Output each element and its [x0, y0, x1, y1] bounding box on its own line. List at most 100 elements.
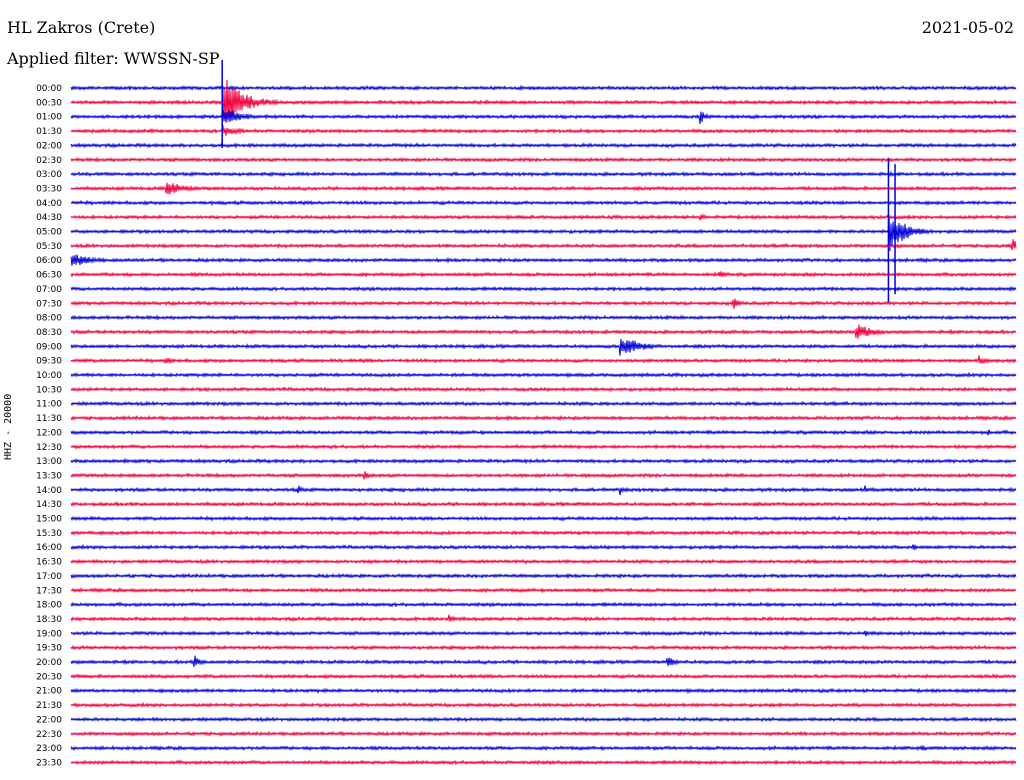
- time-label-04-00: 04:00: [36, 199, 62, 209]
- time-label-08-30: 08:30: [36, 328, 62, 338]
- time-label-15-00: 15:00: [36, 515, 62, 525]
- time-label-06-30: 06:30: [36, 271, 62, 281]
- trace-01-00: [70, 109, 1017, 125]
- time-label-16-30: 16:30: [36, 558, 62, 568]
- trace-04-30: [70, 213, 1017, 221]
- trace-00-00: [70, 84, 1017, 92]
- trace-05-00: [70, 214, 1017, 252]
- trace-23-00: [70, 744, 1017, 752]
- time-label-23-30: 23:30: [36, 758, 62, 768]
- trace-19-30: [70, 644, 1017, 651]
- trace-03-00: [70, 170, 1017, 178]
- time-label-07-00: 07:00: [36, 285, 62, 295]
- trace-13-30: [70, 471, 1017, 480]
- trace-12-30: [70, 443, 1017, 450]
- trace-23-30: [70, 759, 1017, 766]
- trace-06-30: [70, 271, 1017, 278]
- time-label-17-30: 17:30: [36, 586, 62, 596]
- time-label-19-00: 19:00: [36, 629, 62, 639]
- time-label-03-00: 03:00: [36, 170, 62, 180]
- time-label-10-30: 10:30: [36, 385, 62, 395]
- time-label-15-30: 15:30: [36, 529, 62, 539]
- time-labels: 00:00 00:30 01:00 01:30 02:00 02:30 03:00 03:30…: [36, 84, 62, 768]
- time-label-01-30: 01:30: [36, 127, 62, 137]
- time-label-02-00: 02:00: [36, 141, 62, 151]
- trace-15-00: [70, 515, 1017, 522]
- time-label-09-30: 09:30: [36, 357, 62, 367]
- trace-07-00: [70, 285, 1017, 293]
- trace-21-00: [70, 687, 1017, 695]
- traces: [70, 60, 1017, 766]
- time-label-10-00: 10:00: [36, 371, 62, 381]
- time-label-18-00: 18:00: [36, 601, 62, 611]
- trace-18-00: [70, 601, 1017, 608]
- time-label-05-00: 05:00: [36, 228, 62, 238]
- trace-22-30: [70, 730, 1017, 738]
- time-label-05-30: 05:30: [36, 242, 62, 252]
- time-label-18-30: 18:30: [36, 615, 62, 625]
- trace-19-00: [70, 630, 1017, 637]
- trace-07-30: [70, 298, 1017, 309]
- filter-label: Applied filter: WWSSN-SP: [7, 49, 220, 68]
- time-label-20-00: 20:00: [36, 658, 62, 668]
- date-label: 2021-05-02: [921, 18, 1014, 37]
- time-label-12-00: 12:00: [36, 428, 62, 438]
- trace-20-30: [70, 673, 1017, 680]
- time-label-01-00: 01:00: [36, 113, 62, 123]
- time-label-22-30: 22:30: [36, 730, 62, 740]
- trace-11-00: [70, 400, 1017, 407]
- trace-03-30: [70, 182, 1017, 195]
- time-label-22-00: 22:00: [36, 715, 62, 725]
- trace-02-00: [70, 142, 1017, 149]
- trace-10-30: [70, 386, 1017, 393]
- trace-14-00: [70, 485, 1017, 496]
- trace-11-30: [70, 414, 1017, 422]
- time-label-03-30: 03:30: [36, 184, 62, 194]
- time-label-16-00: 16:00: [36, 543, 62, 553]
- station-title: HL Zakros (Crete): [7, 18, 156, 37]
- trace-08-00: [70, 314, 1017, 321]
- trace-16-30: [70, 558, 1017, 565]
- time-label-21-00: 21:00: [36, 687, 62, 697]
- trace-10-00: [70, 371, 1017, 379]
- time-label-19-30: 19:30: [36, 644, 62, 654]
- time-label-17-00: 17:00: [36, 572, 62, 582]
- time-label-12-30: 12:30: [36, 443, 62, 453]
- trace-18-30: [70, 614, 1017, 623]
- time-label-07-30: 07:30: [36, 299, 62, 309]
- time-label-21-30: 21:30: [36, 701, 62, 711]
- trace-05-30: [70, 239, 1017, 251]
- time-label-11-30: 11:30: [36, 414, 62, 424]
- trace-13-00: [70, 457, 1017, 465]
- trace-14-30: [70, 500, 1017, 508]
- trace-02-30: [70, 156, 1017, 163]
- trace-09-30: [70, 355, 1017, 365]
- time-label-08-00: 08:00: [36, 314, 62, 324]
- trace-15-30: [70, 529, 1017, 537]
- trace-09-00: [70, 338, 1017, 356]
- trace-01-30: [70, 125, 1017, 136]
- time-label-06-00: 06:00: [36, 256, 62, 266]
- trace-08-30: [70, 324, 1017, 339]
- time-label-13-00: 13:00: [36, 457, 62, 467]
- time-label-04-30: 04:30: [36, 213, 62, 223]
- trace-21-30: [70, 701, 1017, 709]
- trace-17-30: [70, 586, 1017, 594]
- time-label-00-30: 00:30: [36, 98, 62, 108]
- time-label-11-00: 11:00: [36, 400, 62, 410]
- trace-04-00: [70, 199, 1017, 207]
- trace-17-00: [70, 572, 1017, 580]
- trace-12-00: [70, 429, 1017, 436]
- trace-22-00: [70, 716, 1017, 723]
- time-label-13-30: 13:30: [36, 471, 62, 481]
- time-label-09-00: 09:00: [36, 342, 62, 352]
- trace-20-00: [70, 655, 1017, 667]
- time-label-14-00: 14:00: [36, 486, 62, 496]
- trace-06-00: [70, 254, 1017, 266]
- time-label-14-30: 14:30: [36, 500, 62, 510]
- trace-16-00: [70, 543, 1017, 551]
- time-label-20-30: 20:30: [36, 672, 62, 682]
- time-label-02-30: 02:30: [36, 156, 62, 166]
- time-label-00-00: 00:00: [36, 84, 62, 94]
